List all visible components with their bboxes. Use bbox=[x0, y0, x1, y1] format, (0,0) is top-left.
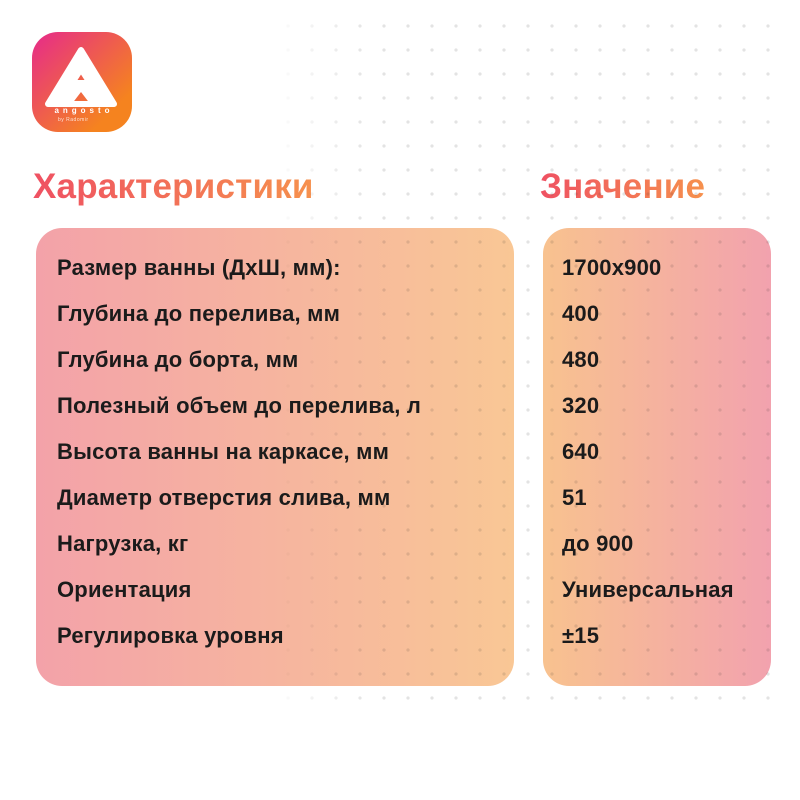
values-card: 1700x900 400 480 320 640 51 до 900 Универсальна… bbox=[543, 228, 771, 686]
spec-value: 400 bbox=[562, 301, 600, 326]
spec-label: Регулировка уровня bbox=[57, 623, 284, 648]
spec-value: 480 bbox=[562, 347, 600, 372]
brand-logo: angosto by Radomir bbox=[32, 32, 132, 132]
brand-subtext: by Radomir bbox=[58, 117, 89, 123]
spec-value: 1700x900 bbox=[562, 255, 662, 280]
spec-label: Нагрузка, кг bbox=[57, 531, 189, 556]
spec-value: до 900 bbox=[562, 531, 634, 556]
spec-label: Глубина до борта, мм bbox=[57, 347, 299, 372]
value-heading: Значение bbox=[540, 167, 706, 206]
spec-value: 320 bbox=[562, 393, 600, 418]
value-rows: 1700x900 400 480 320 640 51 до 900 Универсальна… bbox=[543, 228, 771, 659]
brand-a-icon bbox=[45, 47, 117, 107]
spec-label: Глубина до перелива, мм bbox=[57, 301, 341, 326]
spec-value: 640 bbox=[562, 439, 600, 464]
spec-label: Ориентация bbox=[57, 577, 192, 602]
spec-value: Универсальная bbox=[562, 577, 734, 602]
brand-wordmark: angosto bbox=[54, 106, 114, 115]
characteristics-heading: Характеристики bbox=[33, 167, 314, 206]
spec-value: ±15 bbox=[562, 623, 600, 648]
label-rows: Размер ванны (ДхШ, мм): Глубина до перели… bbox=[36, 228, 514, 659]
spec-value: 51 bbox=[562, 485, 587, 510]
spec-label: Диаметр отверстия слива, мм bbox=[57, 485, 391, 510]
labels-card: Размер ванны (ДхШ, мм): Глубина до перели… bbox=[36, 228, 514, 686]
spec-label: Высота ванны на каркасе, мм bbox=[57, 439, 390, 464]
spec-label: Размер ванны (ДхШ, мм): bbox=[57, 255, 341, 280]
spec-label: Полезный объем до перелива, л bbox=[57, 393, 422, 418]
